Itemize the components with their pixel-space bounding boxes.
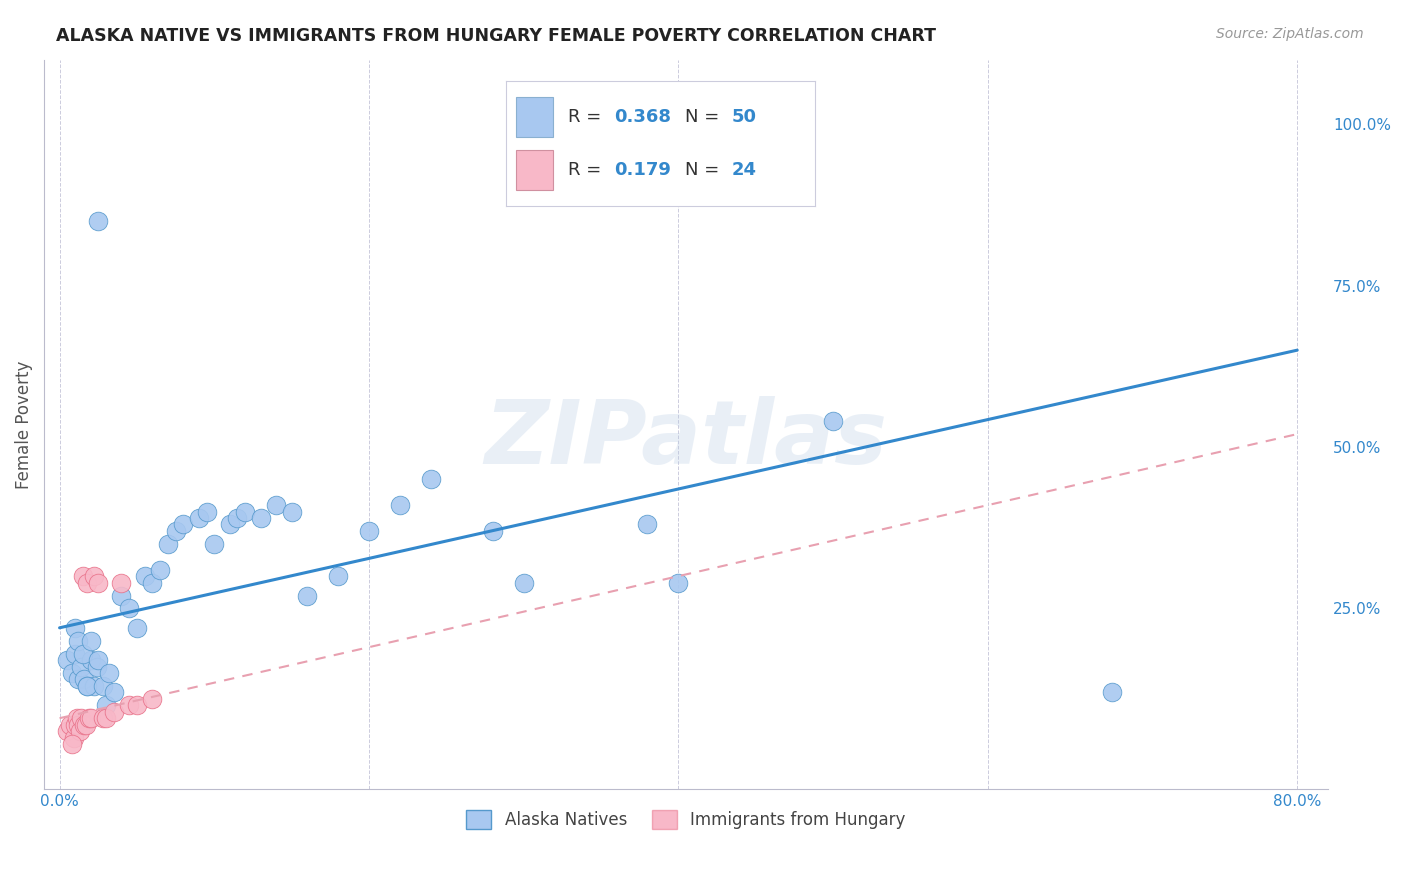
Point [60, 665, 83, 680]
Point [79, 633, 101, 648]
Point [195, 505, 218, 519]
Point [76, 679, 98, 693]
Point [481, 524, 503, 538]
Point [141, 575, 163, 590]
Point [249, 511, 271, 525]
Point [86, 659, 108, 673]
Point [87, 575, 110, 590]
Point [56, 724, 79, 739]
Point [83, 569, 105, 583]
Point [202, 537, 225, 551]
Point [72, 647, 94, 661]
Point [103, 705, 125, 719]
Point [75, 717, 97, 731]
Point [63, 621, 86, 635]
Point [73, 717, 96, 731]
Point [110, 575, 132, 590]
Point [60, 737, 83, 751]
Point [226, 511, 249, 525]
Point [59, 717, 82, 731]
Point [63, 647, 86, 661]
Point [77, 711, 100, 725]
Point [87, 214, 110, 228]
Point [72, 569, 94, 583]
Point [67, 717, 90, 731]
Point [83, 679, 105, 693]
Point [67, 633, 90, 648]
Y-axis label: Female Poverty: Female Poverty [15, 360, 32, 489]
Point [65, 711, 87, 725]
Point [98, 665, 121, 680]
Point [326, 569, 349, 583]
Point [218, 517, 240, 532]
Point [141, 691, 163, 706]
Point [512, 575, 534, 590]
Point [76, 679, 98, 693]
Legend: Alaska Natives, Immigrants from Hungary: Alaska Natives, Immigrants from Hungary [460, 803, 912, 836]
Text: ALASKA NATIVE VS IMMIGRANTS FROM HUNGARY FEMALE POVERTY CORRELATION CHART: ALASKA NATIVE VS IMMIGRANTS FROM HUNGARY… [56, 27, 936, 45]
Point [172, 517, 194, 532]
Point [79, 711, 101, 725]
Point [118, 601, 141, 615]
Point [388, 498, 411, 512]
Point [67, 673, 90, 687]
Point [1101, 685, 1123, 699]
Point [636, 517, 658, 532]
Point [69, 724, 91, 739]
Point [70, 659, 93, 673]
Point [419, 472, 441, 486]
Point [56, 653, 79, 667]
Text: ZIPatlas: ZIPatlas [485, 395, 887, 483]
Point [134, 569, 156, 583]
Point [94, 698, 117, 713]
Point [165, 524, 187, 538]
Point [187, 511, 209, 525]
Point [87, 653, 110, 667]
Point [125, 698, 148, 713]
Point [62, 731, 84, 745]
Point [295, 589, 318, 603]
Point [357, 524, 380, 538]
Point [110, 589, 132, 603]
Point [264, 498, 287, 512]
Point [149, 563, 172, 577]
Point [73, 673, 96, 687]
Point [63, 717, 86, 731]
Point [70, 711, 93, 725]
Point [125, 621, 148, 635]
Point [91, 679, 114, 693]
Point [118, 698, 141, 713]
Text: Source: ZipAtlas.com: Source: ZipAtlas.com [1216, 27, 1364, 41]
Point [823, 414, 845, 428]
Point [76, 575, 98, 590]
Point [156, 537, 179, 551]
Point [94, 711, 117, 725]
Point [666, 575, 689, 590]
Point [103, 685, 125, 699]
Point [79, 653, 101, 667]
Point [280, 505, 302, 519]
Point [91, 711, 114, 725]
Point [233, 505, 256, 519]
